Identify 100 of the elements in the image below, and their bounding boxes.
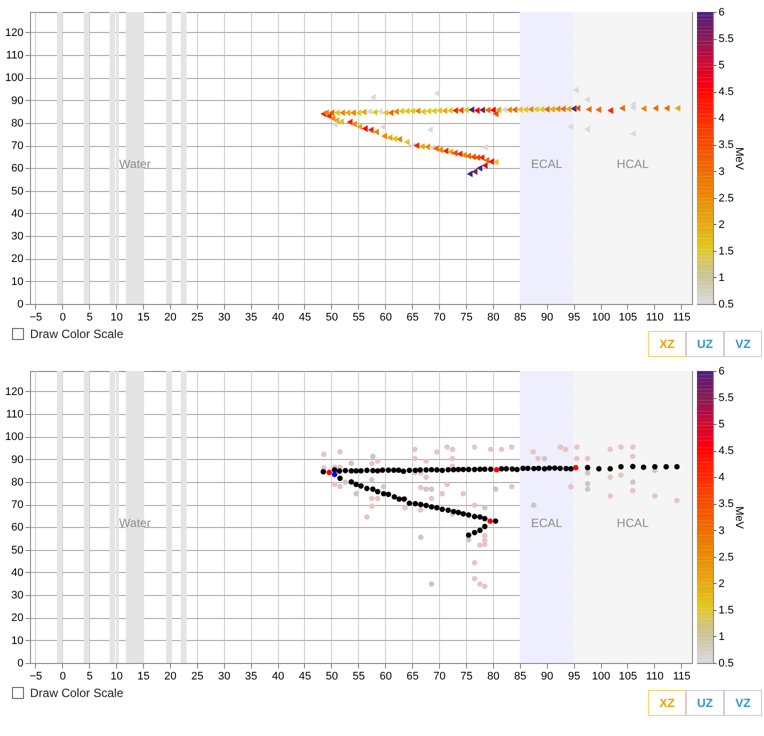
x-tick-label: 70 bbox=[433, 312, 446, 324]
y-tick-label: 90 bbox=[11, 454, 24, 466]
y-tick-label: 40 bbox=[11, 566, 24, 579]
x-tick-label: 115 bbox=[672, 312, 691, 324]
x-tick-label: 80 bbox=[487, 312, 500, 324]
y-tick-label: 100 bbox=[5, 72, 24, 84]
color-bar-label: 5.5 bbox=[718, 392, 734, 404]
x-tick-label: 70 bbox=[433, 670, 446, 682]
x-tick-label: −5 bbox=[30, 312, 42, 324]
y-tick-label: 80 bbox=[11, 476, 24, 488]
point bbox=[531, 502, 537, 508]
x-tick-label: 105 bbox=[618, 312, 638, 324]
x-tick-label: 5 bbox=[86, 312, 93, 324]
color-bar-label: 2 bbox=[718, 578, 725, 590]
x-tick-label: 105 bbox=[618, 670, 638, 682]
x-tick-label: 10 bbox=[110, 312, 123, 324]
y-tick-label: 20 bbox=[11, 612, 24, 624]
point bbox=[380, 484, 386, 490]
color-bar-label: 0.5 bbox=[718, 658, 734, 670]
point bbox=[482, 504, 488, 510]
color-bar-label: 2 bbox=[718, 218, 725, 231]
text: Draw Color Scale bbox=[30, 327, 124, 341]
y-tick-label: 0 bbox=[17, 298, 24, 310]
x-tick-label: 80 bbox=[487, 670, 500, 682]
x-tick-label: 55 bbox=[352, 312, 365, 324]
y-tick-label: 30 bbox=[11, 230, 24, 243]
x-tick-label: 50 bbox=[326, 670, 338, 682]
color-bar-label: 3 bbox=[718, 166, 725, 178]
point bbox=[584, 486, 590, 492]
point bbox=[573, 464, 578, 470]
color-bar-label: 1.5 bbox=[718, 245, 734, 258]
color-bar-label: 1 bbox=[718, 630, 725, 643]
x-tick-label: 95 bbox=[568, 670, 580, 682]
band-label: HCAL bbox=[616, 516, 650, 530]
x-tick-label: 40 bbox=[272, 312, 284, 324]
band-label: Water bbox=[119, 516, 151, 530]
color-bar-label: 5 bbox=[718, 60, 725, 72]
x-tick-label: 65 bbox=[406, 670, 419, 682]
y-tick-label: 0 bbox=[17, 658, 24, 670]
point bbox=[332, 472, 338, 478]
point bbox=[418, 534, 424, 540]
view-button: UZ bbox=[686, 331, 724, 357]
point bbox=[428, 486, 434, 492]
point bbox=[584, 480, 590, 486]
point bbox=[494, 466, 500, 472]
x-tick-label: 45 bbox=[298, 670, 312, 682]
x-tick-label: 110 bbox=[646, 670, 664, 682]
y-tick-label: 70 bbox=[11, 499, 24, 512]
x-tick-label: 20 bbox=[164, 312, 177, 324]
point bbox=[542, 456, 548, 462]
band-label: Water bbox=[119, 156, 151, 171]
x-tick-label: 95 bbox=[568, 312, 580, 324]
x-tick-label: 50 bbox=[326, 312, 338, 324]
x-tick-label: 35 bbox=[245, 670, 258, 682]
x-tick-label: 5 bbox=[86, 670, 93, 682]
color-bar-label: 6 bbox=[718, 366, 725, 378]
x-tick-label: 25 bbox=[191, 312, 204, 324]
color-bar-label: 5 bbox=[718, 418, 725, 431]
point bbox=[342, 479, 348, 485]
y-tick-label: 110 bbox=[6, 408, 24, 421]
point bbox=[487, 518, 493, 524]
color-bar-label: 4 bbox=[718, 112, 725, 125]
point bbox=[584, 470, 590, 476]
band-label: ECAL bbox=[531, 156, 563, 171]
x-tick-label: 0 bbox=[60, 670, 66, 682]
y-tick-label: 60 bbox=[11, 162, 24, 175]
point bbox=[630, 479, 636, 485]
color-bar-label: 4 bbox=[718, 472, 725, 484]
color-bar-title: MeV bbox=[732, 506, 745, 530]
point bbox=[326, 470, 332, 476]
point bbox=[370, 454, 376, 460]
y-tick-label: 90 bbox=[11, 94, 24, 107]
color-bar-label: 2.5 bbox=[718, 551, 734, 564]
view-button: VZ bbox=[724, 690, 762, 716]
x-tick-label: 60 bbox=[380, 312, 392, 324]
x-tick-label: 110 bbox=[646, 312, 664, 324]
x-tick-label: 10 bbox=[110, 670, 123, 682]
point bbox=[423, 486, 429, 492]
x-tick-label: 45 bbox=[298, 312, 312, 324]
color-bar-title: MeV bbox=[732, 147, 745, 170]
point bbox=[466, 537, 472, 543]
y-tick-label: 80 bbox=[11, 117, 24, 130]
y-tick-label: 120 bbox=[5, 26, 24, 39]
y-tick-label: 30 bbox=[11, 590, 24, 602]
x-tick-label: 15 bbox=[137, 670, 150, 682]
color-bar-label: 3.5 bbox=[718, 139, 734, 152]
y-tick-label: 120 bbox=[5, 386, 24, 398]
x-tick-label: 20 bbox=[164, 670, 177, 682]
x-tick-label: 15 bbox=[137, 312, 150, 324]
view-button: UZ bbox=[686, 690, 724, 716]
x-tick-label: 85 bbox=[514, 670, 526, 682]
x-tick-label: 65 bbox=[406, 312, 419, 324]
x-tick-label: −5 bbox=[30, 670, 42, 682]
color-bar-label: 3 bbox=[718, 524, 725, 537]
point bbox=[353, 490, 359, 496]
y-tick-label: 100 bbox=[5, 431, 24, 444]
point bbox=[428, 581, 434, 587]
band-label: HCAL bbox=[616, 156, 650, 171]
x-tick-label: 30 bbox=[218, 312, 230, 324]
color-bar-label: 0.5 bbox=[718, 298, 734, 310]
